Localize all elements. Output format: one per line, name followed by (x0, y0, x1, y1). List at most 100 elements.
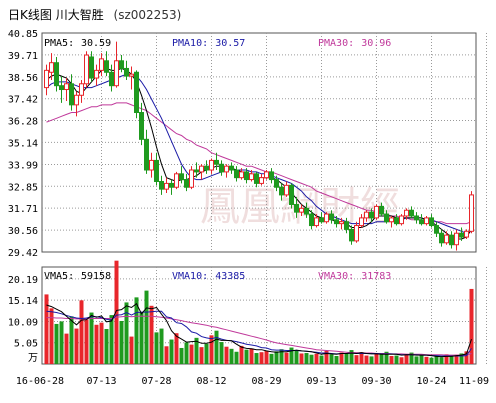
volume-vma30-line (46, 315, 472, 356)
candle-up (324, 213, 329, 223)
volume-bar-down (419, 355, 424, 364)
candle-up (239, 171, 244, 179)
volume-bar-up (314, 353, 319, 364)
volume-bar-down (229, 348, 234, 364)
price-legend-label: PMA30: (318, 38, 354, 49)
volume-bar-down (279, 349, 284, 364)
candle-down (414, 215, 419, 221)
volume-bar-down (349, 350, 354, 364)
price-tick-label: 40.85 (8, 29, 38, 40)
candle-down (274, 179, 279, 188)
volume-bar-down (414, 356, 419, 364)
volume-bar-up (79, 300, 84, 364)
volume-bar-down (344, 353, 349, 364)
candle-down (279, 186, 284, 196)
volume-panel-frame (41, 266, 477, 365)
candle-up (264, 171, 269, 179)
candle-up (364, 211, 369, 219)
candle-up (49, 62, 54, 73)
volume-bar-down (309, 354, 314, 364)
volume-ma-lines (46, 302, 472, 358)
candle-up (464, 230, 469, 238)
candle-down (379, 205, 384, 215)
volume-tick-label: 20.19 (8, 275, 38, 286)
candle-up (99, 58, 104, 71)
volume-grid (41, 266, 487, 365)
watermark: 鳳凰網財經 (200, 184, 400, 230)
candle-down (119, 60, 124, 69)
volume-bar-down (104, 328, 109, 364)
volume-bar-up (444, 354, 449, 364)
candle-down (134, 71, 139, 114)
volume-bar-up (224, 346, 229, 364)
x-tick-label: 10-24 (416, 376, 446, 387)
candle-up (209, 159, 214, 171)
candle-down (214, 159, 219, 165)
candle-up (424, 217, 429, 225)
candle-down (234, 169, 239, 179)
candle-down (194, 169, 199, 173)
candle-down (369, 211, 374, 219)
candle-down (394, 217, 399, 225)
candle-down (439, 232, 444, 244)
volume-bar-up (149, 305, 154, 364)
candle-down (219, 163, 224, 173)
volume-bar-up (339, 352, 344, 364)
volume-bar-up (199, 347, 204, 364)
candle-up (79, 83, 84, 96)
volume-bar-down (109, 315, 114, 364)
volume-bar-down (69, 316, 74, 364)
volume-bar-up (74, 328, 79, 364)
candle-down (289, 184, 294, 205)
price-tick-label: 33.99 (8, 160, 38, 171)
volume-bar-up (209, 335, 214, 364)
price-legend: PMA5: 30.59 PMA10: 30.57 PMA30: 30.96 (44, 38, 391, 49)
volume-legend-label: VMA10: (172, 271, 208, 282)
volume-bar-down (59, 321, 64, 364)
volume-bar-down (369, 356, 374, 364)
price-tick-label: 30.56 (8, 226, 38, 237)
x-tick-label: 07-13 (86, 376, 116, 387)
volume-bar-up (239, 345, 244, 364)
stock-name: 川大智胜 (55, 8, 104, 22)
price-tick-label: 29.42 (8, 248, 38, 259)
volume-bar-down (439, 357, 444, 364)
volume-legend-value: 43385 (215, 271, 245, 282)
candle-up (249, 173, 254, 181)
candle-down (384, 213, 389, 223)
volume-bar-down (169, 339, 174, 364)
volume-bar-up (129, 336, 134, 364)
x-tick-label: 08-12 (196, 376, 226, 387)
volume-bar-up (84, 319, 89, 364)
volume-bar-down (234, 351, 239, 364)
price-tick-label: 31.71 (8, 204, 38, 215)
volume-bar-down (274, 351, 279, 364)
volume-bar-down (184, 342, 189, 364)
volume-bar-down (179, 347, 184, 364)
volume-bar-up (44, 294, 49, 364)
volume-legend: VMA5: 59158 VMA10: 43385 VMA30: 31783 (44, 271, 391, 282)
volume-bar-down (204, 343, 209, 364)
volume-tick-label: 5.05 (14, 339, 38, 350)
candle-up (299, 207, 304, 213)
candle-down (159, 180, 164, 190)
volume-bar-down (334, 355, 339, 364)
volume-bar-down (89, 312, 94, 364)
price-tick-label: 38.56 (8, 73, 38, 84)
candle-up (164, 182, 169, 190)
volume-bar-down (154, 332, 159, 364)
volume-bar-up (364, 355, 369, 364)
candle-up (259, 177, 264, 184)
candle-up (224, 165, 229, 173)
x-axis-ticks: 16-06-28 07-13 07-28 08-12 08-29 09-13 09-30 10… (16, 376, 489, 387)
candle-up (189, 169, 194, 188)
candle-down (254, 173, 259, 184)
volume-bar-up (324, 350, 329, 364)
candle-up (314, 217, 319, 227)
candle-down (409, 209, 414, 217)
volume-bar-down (319, 355, 324, 364)
volume-unit-label: 万 (28, 353, 38, 364)
volume-legend-label: VMA30: (318, 271, 354, 282)
candle-down (319, 217, 324, 223)
